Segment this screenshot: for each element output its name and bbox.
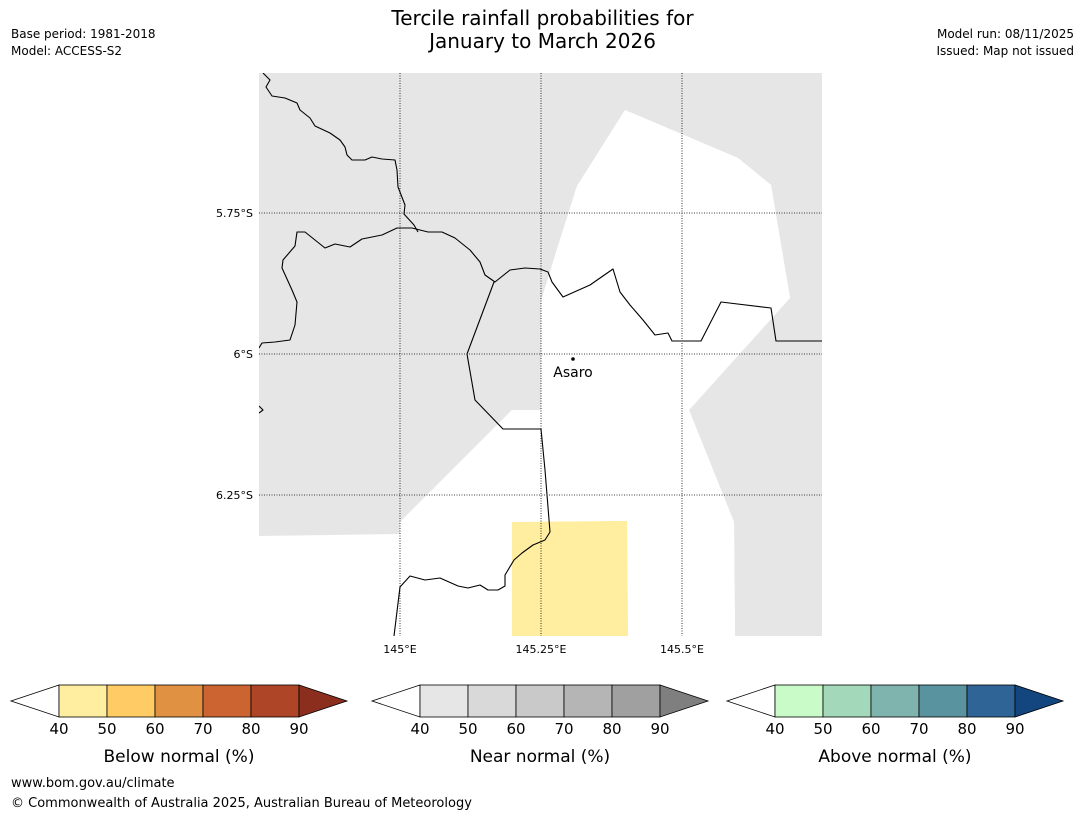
- lat-label: 5.75°S: [216, 207, 253, 220]
- colorbar-extension-high: [659, 684, 710, 718]
- colorbar-tick-label: 50: [813, 720, 832, 738]
- colorbar-tick-label: 60: [861, 720, 880, 738]
- lon-label: 145.25°E: [516, 643, 567, 656]
- colorbar-tick-label: 80: [602, 720, 621, 738]
- footer: www.bom.gov.au/climate © Commonwealth of…: [11, 774, 472, 814]
- footer-copyright: © Commonwealth of Australia 2025, Austra…: [11, 796, 472, 811]
- colorbar-label: Near normal (%): [470, 747, 610, 767]
- colorbar-segment: [58, 684, 108, 718]
- colorbar-extension-high: [298, 684, 349, 718]
- above-normal-colorbar: 40 50 60 70 80 90 Above normal (%): [725, 684, 1065, 767]
- colorbar-segment: [822, 684, 872, 718]
- boundary-northwest: [262, 73, 419, 233]
- colorbar-extension-high: [1014, 684, 1065, 718]
- colorbar-tick-label: 60: [506, 720, 525, 738]
- colorbar-tick-label: 40: [765, 720, 784, 738]
- issued-text: Issued: Map not issued: [936, 44, 1074, 58]
- colorbar-segment: [563, 684, 613, 718]
- town-label: Asaro: [553, 365, 592, 381]
- colorbar-tick-label: 60: [145, 720, 164, 738]
- colorbar-tick-label: 80: [957, 720, 976, 738]
- colorbar-tick-label: 70: [193, 720, 212, 738]
- boundary-south: [393, 281, 551, 636]
- boundary-edge-stub: [259, 405, 264, 414]
- title-line-1: Tercile rainfall probabilities for: [391, 6, 694, 30]
- colorbar-segment: [202, 684, 252, 718]
- colorbar-tick-label: 70: [554, 720, 573, 738]
- title-line-2: January to March 2026: [429, 29, 656, 53]
- colorbar-segment: [918, 684, 968, 718]
- white-region-east: [400, 110, 790, 636]
- base-period-text: Base period: 1981-2018: [11, 27, 156, 41]
- lat-label: 6°S: [234, 348, 253, 361]
- lon-label: 145°E: [383, 643, 416, 656]
- colorbar-tick-label: 70: [909, 720, 928, 738]
- model-name-text: Model: ACCESS-S2: [11, 44, 123, 58]
- lon-label: 145.5°E: [660, 643, 704, 656]
- colorbar-tick-label: 40: [410, 720, 429, 738]
- colorbar-segment: [515, 684, 565, 718]
- colorbar-segment: [966, 684, 1016, 718]
- colorbar-segment: [250, 684, 300, 718]
- run-info: Model run: 08/11/2025 Issued: Map not is…: [936, 26, 1074, 60]
- model-info: Base period: 1981-2018 Model: ACCESS-S2: [11, 26, 156, 60]
- colorbar-extension-low: [725, 684, 776, 718]
- colorbar-segment: [870, 684, 920, 718]
- colorbar-extension-low: [9, 684, 60, 718]
- lon-axis-labels: 145°E 145.25°E 145.5°E: [383, 643, 704, 656]
- colorbar-extension-low: [370, 684, 421, 718]
- colorbar-tick-label: 50: [97, 720, 116, 738]
- colorbar-tick-label: 40: [49, 720, 68, 738]
- colorbar-label: Below normal (%): [104, 747, 255, 767]
- lat-axis-labels: 5.75°S 6°S 6.25°S: [216, 207, 253, 502]
- town-marker: [571, 357, 575, 361]
- colorbar-segment: [611, 684, 661, 718]
- colorbar-tick-label: 90: [289, 720, 308, 738]
- colorbar-tick-label: 80: [241, 720, 260, 738]
- model-run-text: Model run: 08/11/2025: [936, 27, 1074, 41]
- below-normal-colorbar: 40 50 60 70 80 90 Below normal (%): [9, 684, 349, 767]
- colorbar-segment: [774, 684, 824, 718]
- colorbar-segment: [154, 684, 204, 718]
- colorbar-label: Above normal (%): [818, 747, 971, 767]
- map-area: Asaro: [259, 73, 822, 636]
- near-normal-colorbar: 40 50 60 70 80 90 Near normal (%): [370, 684, 710, 767]
- colorbar-legends: 40 50 60 70 80 90 Below normal (%) 40 50 60 70 80 90…: [9, 684, 1065, 767]
- boundary-central: [259, 227, 822, 349]
- colorbar-segment: [419, 684, 469, 718]
- colorbar-tick-label: 50: [458, 720, 477, 738]
- map-title: Tercile rainfall probabilities for Janua…: [0, 7, 1085, 53]
- below-normal-region-overlay: [512, 521, 628, 636]
- lat-label: 6.25°S: [216, 489, 253, 502]
- province-boundaries: [259, 73, 822, 636]
- colorbar-tick-label: 90: [1005, 720, 1024, 738]
- colorbar-tick-label: 90: [650, 720, 669, 738]
- footer-url: www.bom.gov.au/climate: [11, 776, 175, 791]
- colorbar-segment: [467, 684, 517, 718]
- colorbar-segment: [106, 684, 156, 718]
